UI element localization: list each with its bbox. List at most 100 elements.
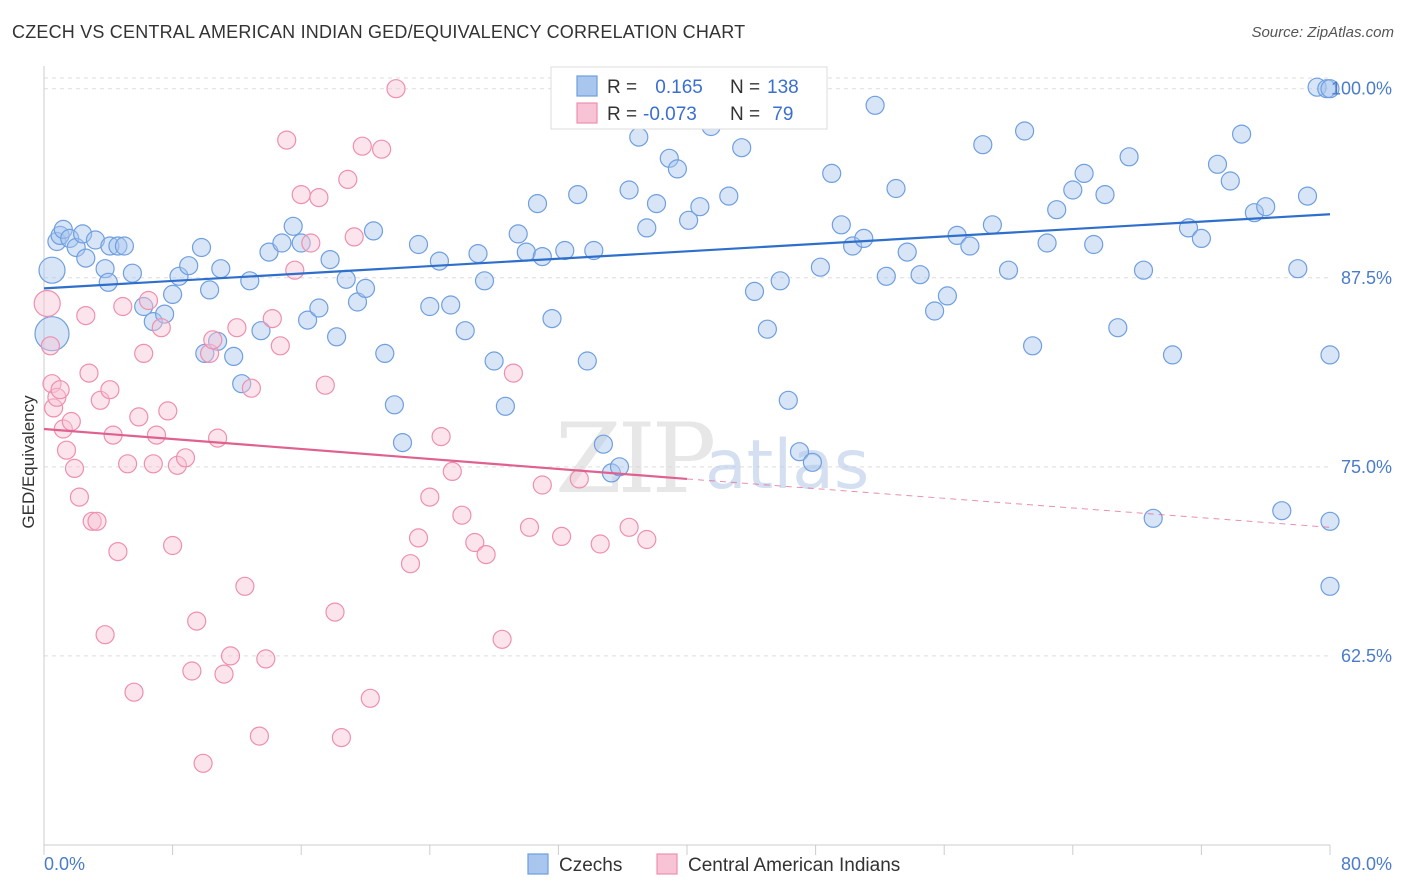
cai-point-48 <box>277 130 297 150</box>
cai-point-45 <box>256 649 276 669</box>
czechs-point-26 <box>211 259 231 279</box>
cai-point-43 <box>241 378 261 398</box>
czechs-point-107 <box>1074 163 1094 183</box>
czechs-point-8 <box>76 248 96 268</box>
czechs-point-99 <box>973 135 993 155</box>
czechs-point-80 <box>757 319 778 339</box>
czechs-point-14 <box>122 263 142 283</box>
czechs-point-9 <box>85 230 106 250</box>
czechs-point-121 <box>1256 197 1276 217</box>
cai-point-62 <box>400 554 421 574</box>
czechs-point-37 <box>320 250 340 270</box>
czechs-point-79 <box>744 281 765 301</box>
czechs-point-36 <box>309 298 329 318</box>
czechs-trend-line <box>43 213 1331 290</box>
y-tick-labels: 62.5% 75.0% 87.5% 100.0% <box>1331 79 1392 666</box>
cai-point-29 <box>158 401 178 421</box>
czechs-point-83 <box>789 442 810 462</box>
czechs-point-68 <box>629 127 649 147</box>
cai-point-15 <box>90 390 110 410</box>
czechs-point-103 <box>1022 336 1043 356</box>
cai-point-73 <box>532 475 552 495</box>
czechs-point-71 <box>659 148 679 168</box>
czechs-point-43 <box>375 343 395 363</box>
czechs-point-32 <box>272 233 292 253</box>
cai-point-66 <box>442 461 462 481</box>
czechs-point-130 <box>1320 576 1340 596</box>
cai-point-55 <box>331 727 351 748</box>
cai-point-10 <box>69 487 90 507</box>
czechs-point-77 <box>719 186 739 206</box>
czechs-point-63 <box>584 240 604 261</box>
cai-trend-line <box>43 427 688 481</box>
cai-point-59 <box>360 688 380 708</box>
y-axis-label: GED/Equivalency <box>19 395 38 529</box>
czechs-point-59 <box>542 309 562 329</box>
czechs-point-27 <box>224 346 244 366</box>
czechs-point-28 <box>232 374 252 394</box>
cai-point-7 <box>56 440 77 460</box>
cai-point-53 <box>315 375 335 395</box>
stats-legend-swatch-czechs <box>576 75 598 97</box>
czechs-point-123 <box>1288 259 1308 279</box>
cai-point-56 <box>338 169 358 189</box>
czechs-point-56 <box>516 242 536 262</box>
cai-point-1 <box>40 336 61 356</box>
cai-point-39 <box>214 664 234 684</box>
cai-point-17 <box>100 380 120 400</box>
czechs-point-94 <box>910 265 930 285</box>
bottom-legend-label-cai: Central American Indians <box>688 855 900 876</box>
czechs-point-122 <box>1272 501 1292 521</box>
cai-point-38 <box>208 428 228 448</box>
czechs-point-45 <box>392 433 413 453</box>
cai-point-16 <box>95 625 115 645</box>
czechs-point-70 <box>646 194 667 214</box>
czechs-point-78 <box>732 138 752 158</box>
bottom-legend-swatch-czechs <box>527 853 549 875</box>
bottom-legend-label-czechs: Czechs <box>559 855 622 876</box>
czechs-point-46 <box>408 234 429 255</box>
cai-point-28 <box>151 318 171 338</box>
czechs-point-57 <box>527 194 548 214</box>
czechs-point-112 <box>1133 260 1154 280</box>
czechs-point-101 <box>998 260 1019 280</box>
cai-point-52 <box>309 188 329 208</box>
trend-lines <box>43 213 1331 528</box>
czechs-point-48 <box>429 251 449 271</box>
czechs-point-87 <box>831 215 851 235</box>
czechs-point-29 <box>240 271 260 291</box>
czechs-point-81 <box>770 271 790 291</box>
cai-point-9 <box>64 458 85 478</box>
cai-point-21 <box>117 454 138 474</box>
cai-point-34 <box>187 611 207 631</box>
czechs-point-93 <box>897 242 917 262</box>
grid-lines <box>44 77 1330 657</box>
czechs-point-38 <box>327 327 347 347</box>
x-tick-label-0: 0.0% <box>44 854 85 874</box>
cai-point-3 <box>43 398 64 418</box>
stats-legend-swatch-cai <box>576 102 598 124</box>
czechs-point-19 <box>163 284 183 304</box>
czechs-point-96 <box>937 286 958 306</box>
cai-point-67 <box>452 505 472 525</box>
stats-legend-r-label-cai: R = <box>607 104 637 125</box>
czechs-point-85 <box>810 257 831 277</box>
cai-point-75 <box>569 469 589 489</box>
czechs-point-118 <box>1220 171 1240 191</box>
bottom-legend: Czechs Central American Indians <box>527 853 900 876</box>
czechs-point-104 <box>1037 233 1057 253</box>
czechs-point-23 <box>200 280 220 300</box>
czechs-point-102 <box>1014 121 1035 141</box>
cai-point-24 <box>134 343 154 363</box>
cai-point-14 <box>87 511 107 531</box>
cai-point-51 <box>301 233 321 253</box>
cai-point-30 <box>163 535 183 556</box>
cai-point-74 <box>551 526 572 547</box>
cai-point-50 <box>291 185 311 205</box>
cai-point-12 <box>79 363 99 383</box>
czechs-point-124 <box>1297 186 1318 206</box>
czechs-point-11 <box>100 236 120 256</box>
czechs-point-117 <box>1207 154 1228 174</box>
czechs-point-95 <box>924 301 945 321</box>
